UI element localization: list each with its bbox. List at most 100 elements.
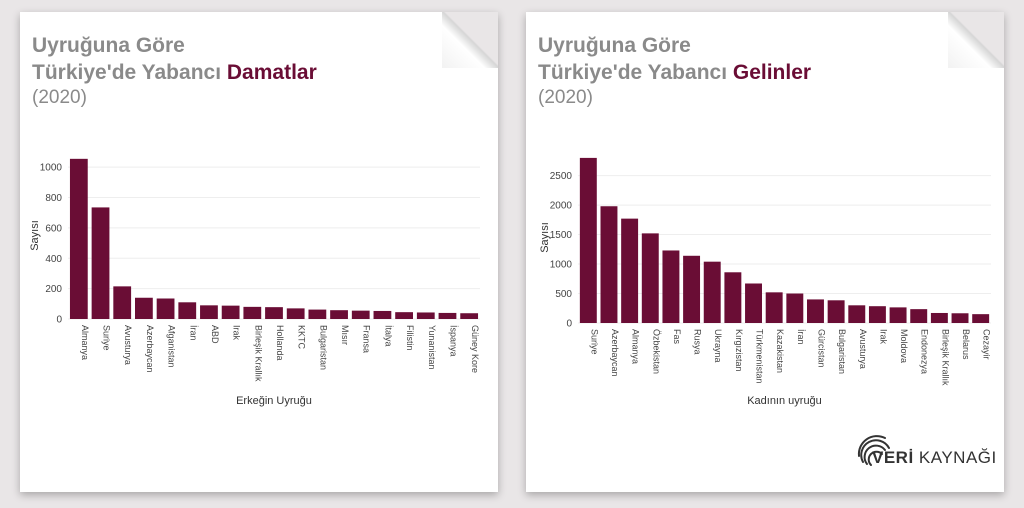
title-line2: Türkiye'de Yabancı Damatlar	[32, 59, 317, 86]
x-tick-label: Birleşik Krallık	[940, 329, 950, 386]
y-tick-label: 800	[45, 193, 62, 204]
x-tick-label: Almanya	[631, 329, 641, 364]
y-tick-label: 2000	[550, 201, 573, 212]
logo-text-part2: KAYNAĞI	[913, 448, 997, 467]
bar-İspanya	[438, 312, 457, 319]
bar-İran	[786, 293, 804, 323]
bar-Almanya	[69, 158, 88, 319]
title-line1: Uyruğuna Göre	[32, 34, 185, 57]
bar-Avusturya	[848, 305, 866, 323]
bar-Irak	[868, 306, 886, 323]
x-tick-label: İran	[188, 325, 198, 341]
bar-KKTC	[286, 308, 305, 319]
fingerprint-icon	[857, 435, 890, 466]
x-tick-label: Suriye	[589, 329, 599, 355]
bar-Mısır	[330, 310, 348, 319]
x-tick-label: Özbekistan	[651, 329, 661, 374]
bar-Cezayir	[972, 314, 990, 323]
x-tick-label: İran	[796, 329, 806, 345]
x-tick-label: Kırgızistan	[734, 329, 744, 372]
bar-Yunanistan	[416, 312, 435, 319]
y-tick-label: 0	[566, 319, 572, 330]
chart-subtitle-right: (2020)	[538, 87, 593, 108]
page-curl-decoration	[948, 12, 1004, 68]
bar-Avusturya	[113, 286, 132, 319]
bar-Gürcistan	[807, 299, 824, 323]
x-tick-label: Belarus	[961, 329, 971, 360]
bar-İran	[178, 302, 197, 319]
bar-Afganistan	[156, 298, 175, 319]
x-tick-label: Filistin	[405, 325, 415, 351]
bar-Kırgızistan	[724, 272, 742, 323]
x-tick-label: Ukrayna	[713, 329, 723, 363]
x-tick-label: Bulgaristan	[837, 329, 847, 374]
title-line1: Uyruğuna Göre	[538, 34, 691, 57]
x-tick-label: ABD	[210, 325, 220, 344]
y-axis-title: Sayısı	[539, 222, 551, 253]
bar-Birleşik Krallık	[243, 306, 262, 319]
bar-Azerbaycan	[135, 297, 153, 319]
x-tick-label: Bulgaristan	[318, 325, 328, 370]
x-tick-label: İtalya	[383, 325, 393, 347]
x-tick-label: Yunanistan	[427, 325, 437, 370]
bar-Türkmenistan	[745, 283, 762, 323]
y-axis-title: Sayısı	[29, 220, 41, 251]
y-tick-label: 200	[45, 284, 62, 295]
veri-kaynagi-logo: VERİ KAYNAĞI	[855, 432, 997, 472]
x-tick-label: Türkmenistan	[755, 329, 765, 384]
x-tick-label: Avusturya	[123, 325, 133, 365]
x-tick-label: Suriye	[102, 325, 112, 351]
x-tick-label: Cezayir	[982, 329, 992, 360]
x-tick-label: Birleşik Krallık	[253, 325, 263, 382]
x-tick-label: Güney Kore	[470, 325, 480, 373]
x-tick-label: KKTC	[297, 325, 307, 350]
bar-Güney Kore	[460, 313, 479, 319]
bar-Irak	[221, 305, 240, 319]
x-tick-label: Moldova	[899, 329, 909, 363]
bar-İtalya	[373, 310, 392, 319]
x-tick-label: Gürcistan	[816, 329, 826, 368]
bar-Filistin	[395, 312, 413, 319]
bar-Almanya	[621, 218, 639, 323]
title-line2: Türkiye'de Yabancı Gelinler	[538, 59, 811, 86]
x-tick-label: İspanya	[448, 325, 458, 357]
chart-title-right: Uyruğuna Göre Türkiye'de Yabancı Gelinle…	[538, 32, 811, 86]
x-tick-label: Mısır	[340, 325, 350, 345]
title-highlight: Damatlar	[226, 61, 317, 84]
y-tick-label: 2500	[550, 171, 573, 182]
x-tick-label: Fas	[672, 329, 682, 345]
bar-Moldova	[889, 307, 907, 323]
card-gelinler: Uyruğuna Göre Türkiye'de Yabancı Gelinle…	[526, 12, 1004, 492]
bar-Belarus	[951, 313, 969, 323]
logo-text: VERİ KAYNAĞI	[872, 448, 997, 468]
bar-Bulgaristan	[827, 300, 845, 323]
bar-Özbekistan	[641, 233, 659, 323]
y-tick-label: 0	[56, 315, 62, 326]
x-tick-label: Kazakistan	[775, 329, 785, 373]
y-tick-label: 400	[45, 254, 62, 265]
bar-chart-gelinler: 0 500 1000 1500 2000 2500 Suriye Azerbaycan Alma…	[539, 157, 992, 407]
bar-Ukrayna	[703, 261, 721, 323]
x-tick-label: Irak	[232, 325, 242, 341]
y-tick-label: 1000	[550, 260, 573, 271]
y-tick-label: 600	[45, 223, 62, 234]
y-tick-label: 500	[555, 289, 572, 300]
x-tick-label: Irak	[878, 329, 888, 345]
x-tick-label: Almanya	[80, 325, 90, 360]
title-line2-prefix: Türkiye'de Yabancı	[538, 61, 733, 84]
x-axis-title: Kadının uyruğu	[747, 395, 822, 407]
x-tick-label: Fransa	[362, 325, 372, 353]
x-tick-label: Rusya	[693, 329, 703, 355]
x-tick-label: Hollanda	[275, 325, 285, 361]
y-tick-label: 1500	[550, 230, 573, 241]
bar-Suriye	[91, 207, 110, 319]
x-tick-label: Endonezya	[920, 329, 930, 374]
y-tick-label: 1000	[40, 163, 63, 174]
logo-text-part1: VERİ	[872, 448, 914, 467]
bar-Endonezya	[910, 309, 928, 323]
bar-Fas	[662, 250, 680, 323]
bar-Bulgaristan	[308, 309, 327, 319]
bar-chart-damatlar: 0 200 400 600 800 1000 Almanya Suriye Avusturya A…	[29, 158, 480, 407]
x-tick-label: Avusturya	[858, 329, 868, 369]
bar-Kazakistan	[765, 292, 783, 323]
